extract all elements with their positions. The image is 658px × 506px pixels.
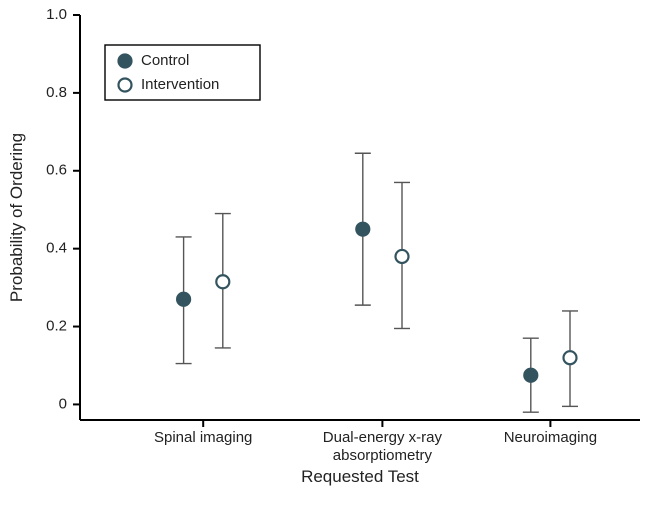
y-tick-label: 1.0 [46, 6, 67, 23]
errorbar-chart: 0 0.2 0.4 0.6 0.8 1.0 Spinal imaging Dual-energ… [0, 0, 658, 506]
legend-label: Control [141, 52, 189, 69]
x-axis-label: Requested Test [301, 467, 419, 486]
x-tick-label: Dual-energy x-ray [323, 429, 443, 446]
legend-label: Intervention [141, 76, 219, 93]
data-marker [524, 369, 537, 382]
legend-marker [119, 79, 132, 92]
data-marker [356, 223, 369, 236]
legend-marker [119, 55, 132, 68]
data-marker [564, 351, 577, 364]
x-tick-label: Neuroimaging [504, 429, 597, 446]
chart-container: 0 0.2 0.4 0.6 0.8 1.0 Spinal imaging Dual-energ… [0, 0, 658, 506]
data-marker [216, 275, 229, 288]
x-tick-label: Spinal imaging [154, 429, 252, 446]
y-axis-label: Probability of Ordering [7, 133, 26, 302]
y-tick-label: 0.2 [46, 318, 67, 335]
data-marker [177, 293, 190, 306]
x-tick-label: absorptiometry [333, 447, 433, 464]
y-tick-label: 0 [59, 395, 67, 412]
y-tick-label: 0.6 [46, 162, 67, 179]
y-tick-label: 0.4 [46, 240, 67, 257]
y-tick-label: 0.8 [46, 84, 67, 101]
data-marker [396, 250, 409, 263]
